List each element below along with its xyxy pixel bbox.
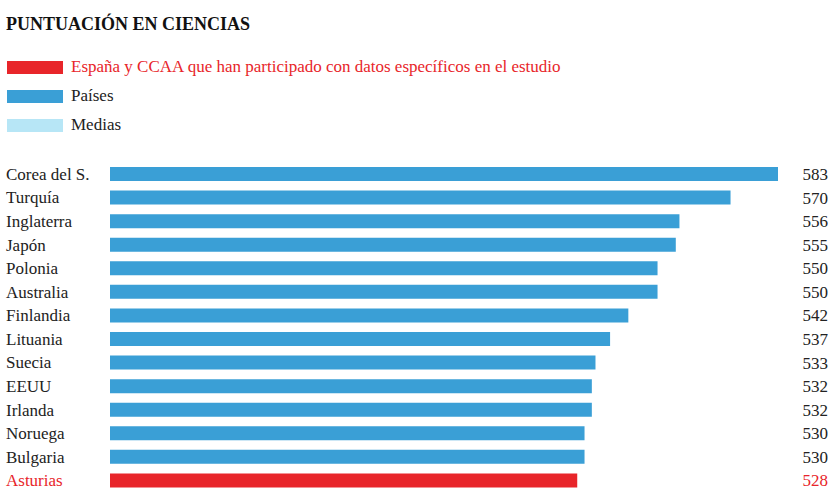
- svg-text:583: 583: [803, 165, 829, 184]
- svg-text:Finlandia: Finlandia: [8, 306, 71, 325]
- html-text:Países: Países: [71, 86, 114, 105]
- svg-text:570: 570: [803, 189, 829, 208]
- svg-text:555: 555: [803, 236, 829, 255]
- svg-text:Turquía: Turquía: [8, 188, 60, 207]
- svg-text:Corea del S.: Corea del S.: [8, 165, 90, 184]
- svg-text:550: 550: [803, 259, 829, 278]
- svg-text:Lituania: Lituania: [8, 330, 63, 349]
- svg-text:530: 530: [803, 448, 829, 467]
- svg-text:Japón: Japón: [8, 236, 46, 255]
- svg-text:EEUU: EEUU: [8, 377, 51, 396]
- svg-text:550: 550: [803, 283, 829, 302]
- svg-text:533: 533: [803, 354, 829, 373]
- svg-text:Australia: Australia: [8, 283, 69, 302]
- svg-text:Suecia: Suecia: [8, 353, 52, 372]
- svg-text:532: 532: [803, 377, 829, 396]
- svg-text:Asturias: Asturias: [8, 471, 63, 490]
- html-text:Medias: Medias: [71, 115, 121, 134]
- svg-text:Irlanda: Irlanda: [8, 401, 55, 420]
- svg-text:556: 556: [803, 212, 829, 231]
- svg-text:537: 537: [803, 330, 829, 349]
- svg-text:Polonia: Polonia: [8, 259, 58, 278]
- svg-text:530: 530: [803, 424, 829, 443]
- html-text:España y CCAA que han particip: España y CCAA que han participado con da…: [71, 57, 561, 76]
- html-text:PUNTUACIÓN EN CIENCIAS: PUNTUACIÓN EN CIENCIAS: [6, 14, 250, 34]
- svg-text:Bulgaria: Bulgaria: [8, 448, 65, 467]
- svg-text:532: 532: [803, 401, 829, 420]
- svg-text:542: 542: [803, 306, 829, 325]
- svg-text:Inglaterra: Inglaterra: [8, 212, 73, 231]
- svg-text:Noruega: Noruega: [8, 424, 65, 443]
- svg-text:528: 528: [803, 471, 829, 490]
